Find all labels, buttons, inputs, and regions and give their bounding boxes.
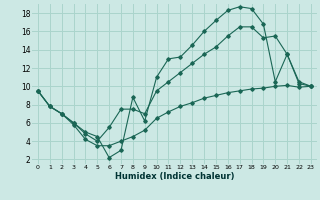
X-axis label: Humidex (Indice chaleur): Humidex (Indice chaleur) <box>115 172 234 181</box>
